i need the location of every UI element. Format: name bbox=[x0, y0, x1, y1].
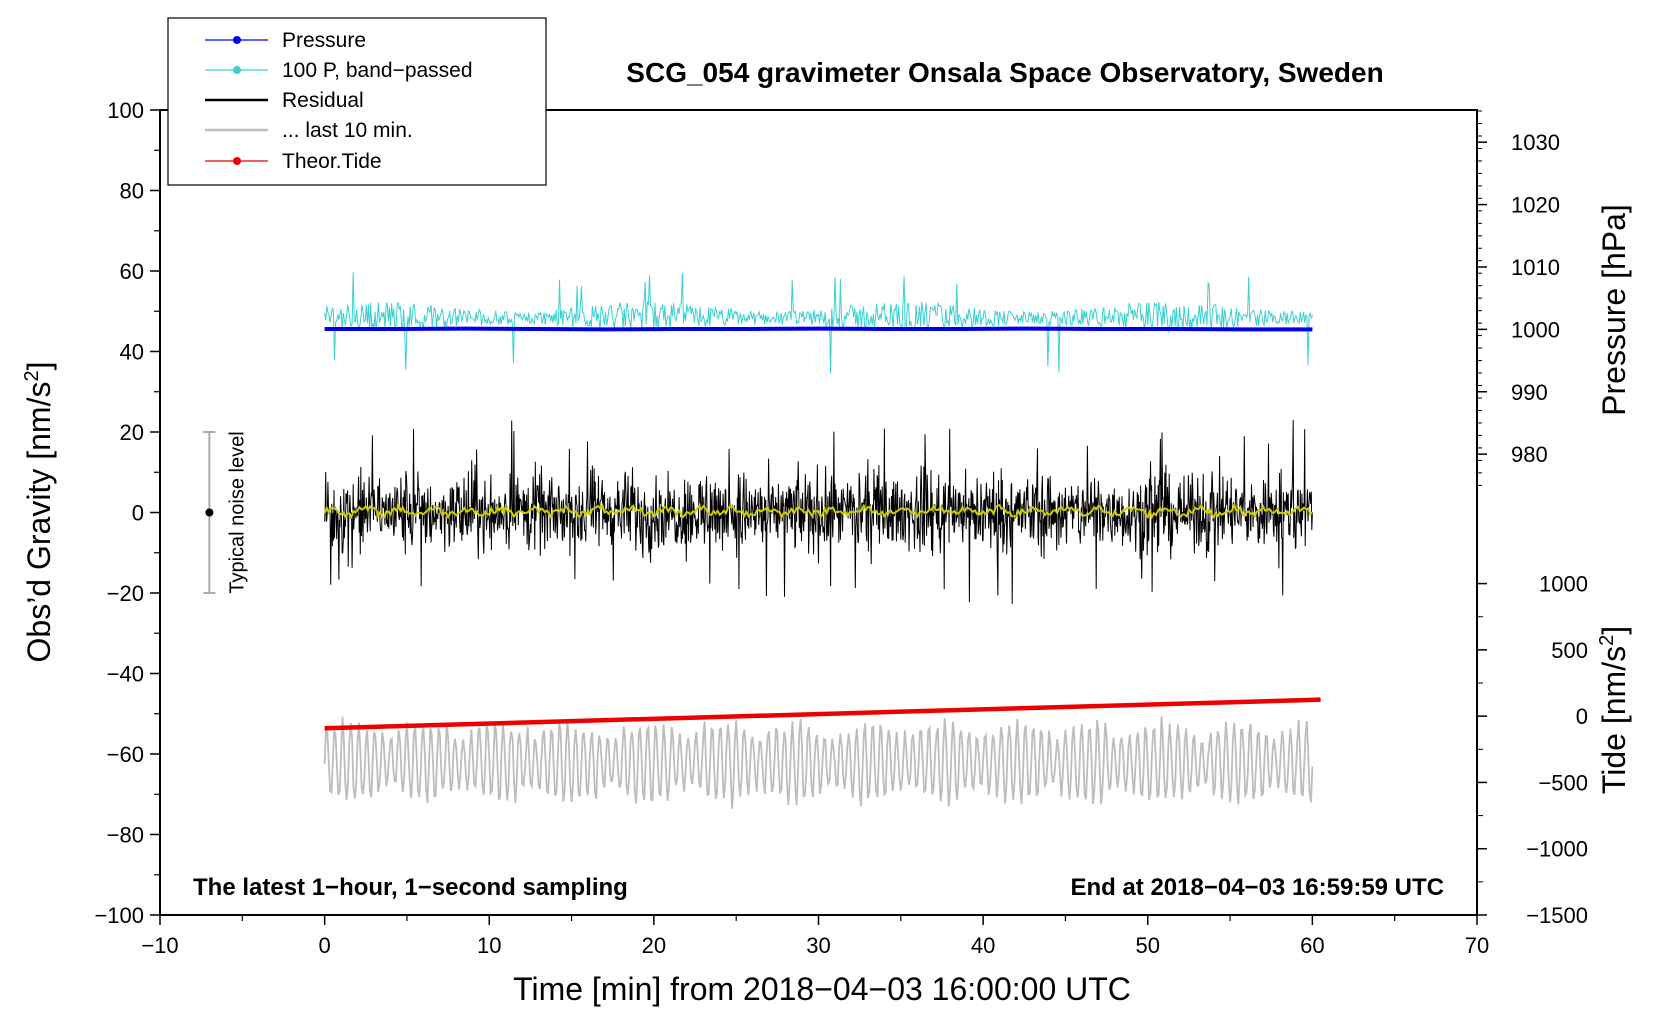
y-left-tick-label: −20 bbox=[107, 581, 144, 606]
y-left-label-sup: 2 bbox=[21, 370, 43, 381]
x-tick-label: 20 bbox=[642, 933, 666, 958]
y-left-tick-label: −80 bbox=[107, 823, 144, 848]
y-axis-label-pressure: Pressure [hPa] bbox=[1596, 204, 1632, 416]
y-left-tick-label: 100 bbox=[107, 98, 144, 123]
series-band-passed-pressure bbox=[325, 272, 1313, 373]
x-tick-label: 0 bbox=[319, 933, 331, 958]
tide-tick-label: 1000 bbox=[1539, 572, 1588, 597]
pressure-tick-label: 1020 bbox=[1511, 193, 1560, 218]
pressure-tick-label: 980 bbox=[1511, 442, 1548, 467]
legend-marker-pressure bbox=[233, 36, 241, 44]
y-left-tick-label: 80 bbox=[120, 179, 144, 204]
y-left-tick-label: 20 bbox=[120, 420, 144, 445]
footer-left-note: The latest 1−hour, 1−second sampling bbox=[193, 874, 628, 901]
legend-label-bandpassed: 100 P, band−passed bbox=[282, 59, 473, 82]
pressure-tick-label: 990 bbox=[1511, 380, 1548, 405]
tide-tick-label: −500 bbox=[1538, 770, 1588, 795]
y-left-label-main: Obs’d Gravity [nm/s bbox=[21, 382, 57, 663]
pressure-tick-label: 1010 bbox=[1511, 255, 1560, 280]
series-theoretical-tide bbox=[325, 700, 1321, 729]
x-tick-label: 30 bbox=[806, 933, 830, 958]
x-tick-label: 10 bbox=[477, 933, 501, 958]
legend-label-residual: Residual bbox=[282, 89, 364, 112]
pressure-tick-label: 1030 bbox=[1511, 130, 1560, 155]
x-tick-label: 60 bbox=[1300, 933, 1324, 958]
legend-label-tide: Theor.Tide bbox=[282, 150, 382, 173]
tide-label-main: Tide [nm/s bbox=[1596, 646, 1632, 794]
tide-label-sup: 2 bbox=[1596, 635, 1618, 646]
x-tick-label: 50 bbox=[1136, 933, 1160, 958]
y-axis-label-tide: Tide [nm/s2] bbox=[1596, 626, 1632, 794]
noise-bar: Typical noise level bbox=[203, 431, 248, 593]
x-tick-label: 70 bbox=[1465, 933, 1489, 958]
tide-tick-label: 0 bbox=[1576, 704, 1588, 729]
x-tick-label: 40 bbox=[971, 933, 995, 958]
legend-marker-bandpassed bbox=[233, 66, 241, 74]
noise-bar-center-dot bbox=[205, 509, 213, 517]
noise-bar-label: Typical noise level bbox=[226, 431, 248, 593]
series-pressure bbox=[325, 329, 1313, 330]
legend: Pressure 100 P, band−passed Residual ...… bbox=[168, 18, 546, 185]
x-axis-label: Time [min] from 2018−04−03 16:00:00 UTC bbox=[513, 971, 1131, 1007]
series-last-10-min bbox=[325, 716, 1313, 809]
gravity-chart: −10 0 10 20 30 40 50 60 70100806040200−20−40−60−… bbox=[0, 0, 1660, 1020]
tide-tick-label: −1500 bbox=[1526, 903, 1588, 928]
ticks-layer: −10 0 10 20 30 40 50 60 70100806040200−20−40−60−… bbox=[94, 98, 1588, 958]
y-left-tick-label: −40 bbox=[107, 662, 144, 687]
chart-title: SCG_054 gravimeter Onsala Space Observat… bbox=[626, 57, 1383, 88]
tide-tick-label: −1000 bbox=[1526, 837, 1588, 862]
legend-label-last10: ... last 10 min. bbox=[282, 119, 413, 142]
y-left-tick-label: −100 bbox=[94, 903, 144, 928]
y-left-label-end: ] bbox=[21, 362, 57, 371]
x-tick-label: −10 bbox=[141, 933, 178, 958]
y-left-tick-label: 40 bbox=[120, 340, 144, 365]
tide-label-end: ] bbox=[1596, 626, 1632, 635]
tide-tick-label: 500 bbox=[1551, 638, 1588, 663]
pressure-tick-label: 1000 bbox=[1511, 317, 1560, 342]
y-axis-label-left: Obs’d Gravity [nm/s2] bbox=[21, 362, 57, 663]
legend-marker-tide bbox=[233, 157, 241, 165]
footer-right-note: End at 2018−04−03 16:59:59 UTC bbox=[1070, 874, 1444, 901]
legend-label-pressure: Pressure bbox=[282, 29, 366, 52]
series-layer bbox=[325, 272, 1321, 809]
y-left-tick-label: −60 bbox=[107, 742, 144, 767]
y-left-tick-label: 0 bbox=[132, 501, 144, 526]
y-left-tick-label: 60 bbox=[120, 259, 144, 284]
